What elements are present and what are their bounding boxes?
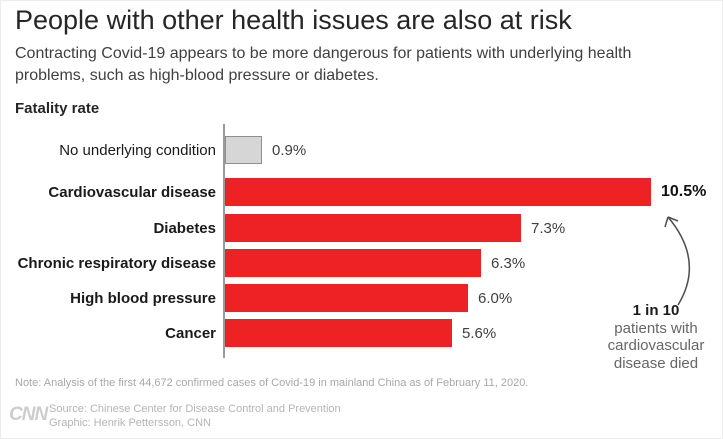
bar — [225, 319, 452, 347]
value-label: 6.0% — [478, 289, 513, 307]
bar-chart: No underlying condition 0.9% Cardiovascula… — [1, 136, 722, 354]
credit-line: Graphic: Henrik Pettersson, CNN — [49, 417, 211, 429]
axis-title: Fatality rate — [15, 100, 100, 117]
bar-row: Chronic respiratory disease 6.3% — [1, 249, 722, 277]
value-label: 7.3% — [531, 219, 566, 237]
category-label: No underlying condition — [59, 141, 216, 159]
category-label: Cardiovascular disease — [48, 183, 216, 201]
bar — [225, 214, 521, 242]
bar — [225, 284, 468, 312]
callout-headline: 1 in 10 — [632, 302, 680, 319]
value-label: 10.5% — [661, 183, 707, 200]
bar — [225, 136, 262, 164]
source-line: Source: Chinese Center for Disease Contr… — [49, 403, 341, 415]
bar-row: Cancer 5.6% — [1, 319, 722, 347]
callout-line: patients with — [614, 319, 698, 337]
bar — [225, 178, 651, 206]
bar — [225, 249, 481, 277]
value-label: 0.9% — [272, 141, 307, 159]
chart-subtitle: Contracting Covid-19 appears to be more … — [15, 45, 632, 84]
category-label: Cancer — [165, 324, 216, 342]
bar-row: Cardiovascular disease 10.5% — [1, 178, 722, 206]
callout-annotation: 1 in 10 patients with cardiovascular dis… — [591, 302, 721, 372]
source-credit: Source: Chinese Center for Disease Contr… — [49, 402, 341, 430]
category-label: High blood pressure — [70, 289, 216, 307]
bar-row: No underlying condition 0.9% — [1, 136, 722, 164]
callout-line: cardiovascular — [607, 337, 705, 354]
bar-row: Diabetes 7.3% — [1, 214, 722, 242]
value-label: 6.3% — [491, 254, 526, 272]
y-axis-line — [223, 124, 225, 358]
page-title: People with other health issues are also… — [15, 5, 572, 35]
category-label: Chronic respiratory disease — [17, 254, 216, 272]
bar-row: High blood pressure 6.0% — [1, 284, 722, 312]
chart-note: Note: Analysis of the first 44,672 confi… — [15, 377, 529, 389]
category-label: Diabetes — [153, 219, 216, 237]
cnn-logo: CNN — [9, 404, 48, 425]
value-label: 5.6% — [462, 324, 497, 342]
callout-line: disease died — [613, 354, 699, 372]
